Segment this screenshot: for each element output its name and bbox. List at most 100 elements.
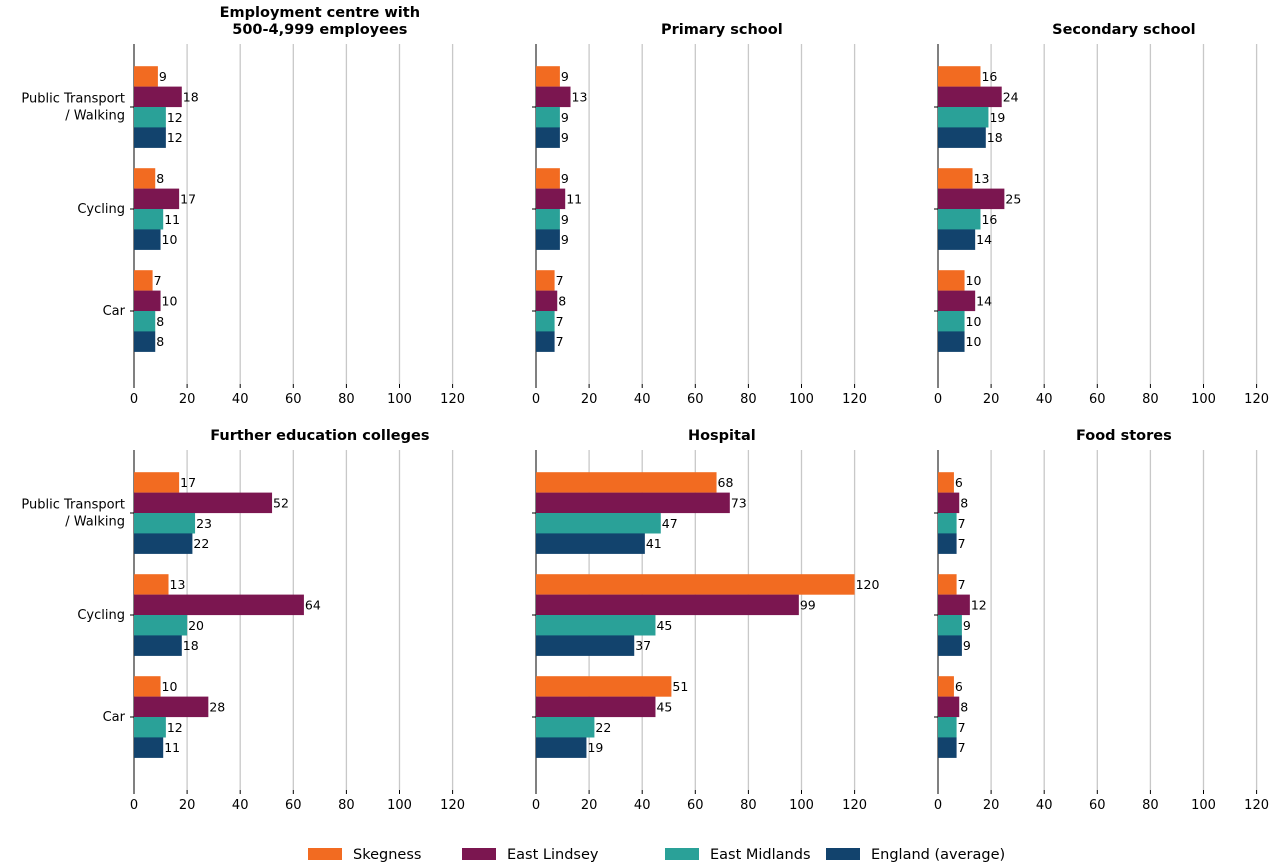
data-label: 7 <box>958 577 966 592</box>
x-tick-label: 20 <box>983 392 1000 407</box>
bar <box>536 574 855 595</box>
panel-title: Hospital <box>688 428 756 444</box>
bar <box>134 188 180 210</box>
bar <box>536 127 560 148</box>
bar <box>536 331 555 352</box>
data-label: 18 <box>183 638 199 653</box>
bar <box>134 229 161 250</box>
bar <box>536 229 560 250</box>
panel-title: 500-4,999 employees <box>232 22 407 38</box>
data-label: 12 <box>971 597 987 612</box>
data-label: 11 <box>164 740 180 755</box>
x-tick-label: 60 <box>1089 392 1106 407</box>
data-label: 10 <box>162 679 178 694</box>
x-tick-label: 20 <box>983 798 1000 813</box>
data-label: 68 <box>718 475 734 490</box>
data-label: 51 <box>672 679 688 694</box>
x-tick-label: 0 <box>934 392 942 407</box>
x-tick-label: 120 <box>842 798 867 813</box>
data-label: 20 <box>188 618 204 633</box>
data-label: 14 <box>976 293 992 308</box>
data-label: 18 <box>987 130 1003 145</box>
bar <box>536 209 560 230</box>
bar <box>938 127 986 148</box>
data-label: 8 <box>156 171 164 186</box>
data-label: 9 <box>561 232 569 247</box>
data-label: 9 <box>561 110 569 125</box>
data-label: 14 <box>976 232 992 247</box>
data-label: 28 <box>209 699 225 714</box>
data-label: 17 <box>180 191 196 206</box>
category-label: Car <box>103 710 126 725</box>
data-label: 7 <box>154 273 162 288</box>
x-tick-label: 40 <box>634 392 651 407</box>
bar <box>134 311 156 332</box>
bar <box>536 635 635 656</box>
x-tick-label: 60 <box>1089 798 1106 813</box>
data-label: 24 <box>1003 89 1019 104</box>
x-tick-label: 80 <box>740 392 757 407</box>
data-label: 9 <box>561 130 569 145</box>
data-label: 45 <box>656 699 672 714</box>
data-label: 22 <box>595 720 611 735</box>
x-tick-label: 100 <box>789 798 814 813</box>
data-label: 16 <box>981 212 997 227</box>
bar <box>134 86 182 108</box>
bar <box>134 209 164 230</box>
bar <box>134 127 166 148</box>
x-tick-label: 0 <box>532 798 540 813</box>
bar <box>134 168 156 189</box>
data-label: 25 <box>1005 191 1021 206</box>
bar <box>938 86 1002 108</box>
data-label: 16 <box>981 69 997 84</box>
bar <box>536 615 656 636</box>
data-label: 12 <box>167 720 183 735</box>
bar <box>536 188 566 210</box>
bar <box>536 311 555 332</box>
bar <box>938 188 1005 210</box>
bar <box>536 107 560 128</box>
panel-title: Secondary school <box>1052 22 1195 38</box>
bar <box>938 229 976 250</box>
data-label: 47 <box>662 516 678 531</box>
panel-3: 0 20 40 60 80 100 120 Secondary school 16 24 19 18 1… <box>934 22 1269 407</box>
x-tick-label: 120 <box>842 392 867 407</box>
bar <box>938 676 954 697</box>
legend-label: England (average) <box>871 847 1005 863</box>
bar <box>134 513 196 534</box>
bar <box>134 615 188 636</box>
x-tick-label: 120 <box>1244 798 1269 813</box>
data-label: 9 <box>561 69 569 84</box>
data-label: 7 <box>958 740 966 755</box>
data-label: 52 <box>273 495 289 510</box>
bar <box>134 331 156 352</box>
data-label: 73 <box>731 495 747 510</box>
bar <box>536 513 661 534</box>
panel-title: Primary school <box>661 22 783 38</box>
data-label: 9 <box>561 212 569 227</box>
bar <box>938 472 954 493</box>
legend: Skegness East Lindsey East Midlands England… <box>308 847 1005 863</box>
x-tick-label: 80 <box>338 392 355 407</box>
bar <box>536 533 645 554</box>
bar <box>536 86 571 108</box>
bar <box>536 594 799 616</box>
bar <box>536 717 595 738</box>
data-label: 10 <box>162 232 178 247</box>
data-label: 7 <box>556 314 564 329</box>
legend-swatch <box>308 848 342 860</box>
x-tick-label: 80 <box>1142 392 1159 407</box>
x-tick-label: 40 <box>232 392 249 407</box>
bar <box>536 290 558 312</box>
bar <box>134 717 166 738</box>
panel-title: Further education colleges <box>210 428 429 444</box>
bar <box>938 717 957 738</box>
x-tick-label: 60 <box>687 392 704 407</box>
bar <box>134 737 164 758</box>
legend-label: East Lindsey <box>507 847 599 863</box>
x-tick-label: 20 <box>179 798 196 813</box>
category-label: / Walking <box>65 109 125 124</box>
bar <box>938 66 981 87</box>
data-label: 23 <box>196 516 212 531</box>
bar <box>536 696 656 718</box>
